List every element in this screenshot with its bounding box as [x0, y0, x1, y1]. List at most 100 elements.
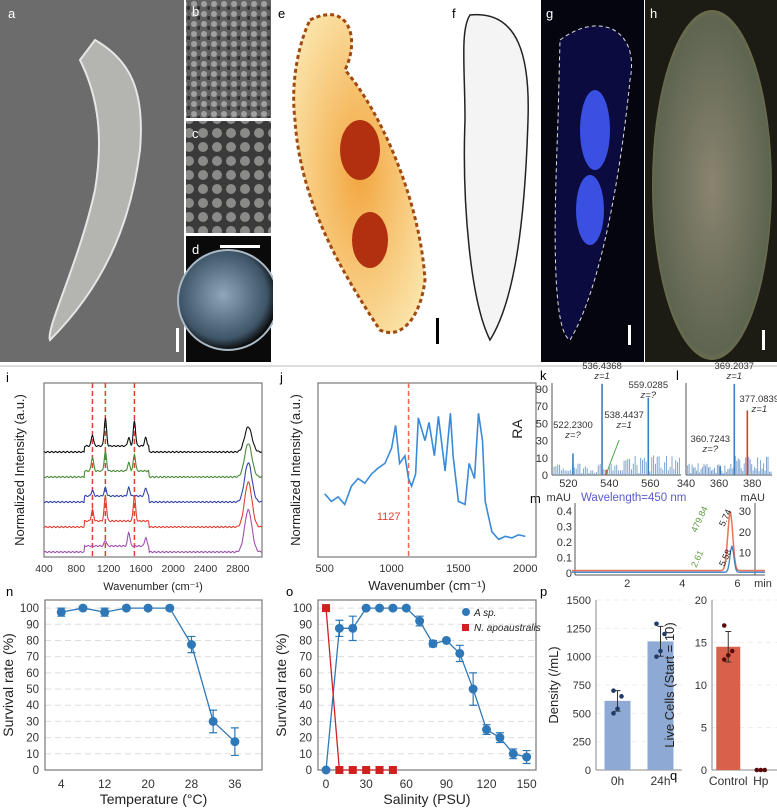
annotation-leader	[605, 439, 620, 475]
peak-mz-label: 360.7243	[690, 434, 730, 445]
data-point	[611, 688, 616, 693]
spectrum-line-black	[43, 417, 263, 454]
legend-label: A sp.	[473, 608, 496, 619]
x-tick-label: 2400	[194, 563, 218, 575]
data-point	[654, 654, 659, 659]
x-tick-label: 60	[400, 777, 414, 791]
y-tick-label: 40	[299, 700, 312, 712]
data-point	[428, 639, 438, 649]
nucleus-fluorescence	[576, 175, 604, 245]
panel-label-p: p	[540, 584, 547, 599]
y-tick-label: 0	[306, 765, 312, 777]
y-tick-label: 70	[26, 652, 39, 664]
spectrum-line-red	[43, 481, 263, 529]
y-tick-label: 20	[695, 595, 707, 607]
y-tick-label: 1000	[567, 652, 591, 664]
data-point	[335, 766, 344, 774]
y-tick-label-right: 20	[739, 527, 751, 539]
panel-label-e: e	[278, 6, 285, 21]
y-axis-label: Survival rate (%)	[273, 633, 289, 736]
data-point	[522, 752, 532, 762]
y-tick-label: 50	[299, 684, 312, 696]
y-tick-label: 250	[573, 737, 591, 749]
y-tick-label: 0.2	[557, 537, 572, 549]
x-tick-label: 12	[98, 777, 112, 791]
scale-bar	[436, 318, 439, 344]
scale-bar	[220, 245, 260, 248]
x-tick-label: 28	[185, 777, 199, 791]
x-tick-label: 2000	[162, 563, 186, 575]
y-tick-label: 30	[299, 716, 312, 728]
x-tick-label: 2000	[513, 563, 537, 575]
y-tick-label: 0.4	[557, 506, 572, 518]
panel-label-i: i	[6, 370, 9, 385]
x-tick-label: 30	[359, 777, 373, 791]
data-point	[388, 766, 397, 774]
y-tick-label: 5	[701, 723, 707, 735]
data-point	[654, 621, 659, 627]
x-tick-label: 4	[58, 777, 65, 791]
y-axis-label: Density (/mL)	[546, 646, 561, 723]
peak-charge-label: z=?	[564, 430, 581, 441]
macronucleus	[352, 212, 388, 268]
data-point	[611, 711, 616, 716]
y-tick-label: 80	[299, 635, 312, 647]
y-tick-label: 40	[26, 700, 39, 712]
data-point	[455, 648, 465, 658]
panel-label-n: n	[6, 584, 13, 599]
x-tick-label: Hp	[753, 774, 769, 788]
x-tick-label: 340	[677, 478, 695, 490]
y-tick-label-right: 10	[739, 547, 751, 559]
x-tick-label: 560	[641, 478, 659, 490]
x-tick-label: 1600	[129, 563, 153, 575]
x-tick-label: 380	[743, 478, 761, 490]
spectrum-line-green	[43, 443, 262, 479]
x-axis-label: Wavenumber (cm⁻¹)	[368, 578, 486, 593]
panel-label-b: b	[192, 4, 199, 19]
peak-charge-label: z=1	[615, 420, 632, 431]
peak-charge-label: z=?	[701, 444, 718, 455]
y-tick-label: 90	[299, 619, 312, 631]
y-tick-label: 30	[536, 436, 548, 448]
y-tick-label: 50	[536, 418, 548, 430]
y-tick-label: 30	[26, 716, 39, 728]
live-cell	[652, 10, 772, 360]
data-point	[334, 623, 344, 633]
series-line	[325, 607, 527, 771]
data-point	[615, 706, 620, 712]
panel-label-l: l	[676, 368, 679, 383]
peak-charge-label: z=1	[593, 371, 610, 382]
data-point	[758, 767, 764, 773]
data-point	[186, 640, 196, 650]
x-tick-label: 120	[476, 777, 496, 791]
data-point	[56, 607, 66, 617]
data-point	[321, 765, 331, 775]
data-point	[375, 603, 385, 613]
y-tick-label: 0.3	[557, 521, 572, 533]
y-tick-label: 20	[26, 733, 39, 745]
panel-label-j: j	[279, 370, 283, 385]
y-tick-label: 1500	[567, 595, 591, 607]
y-tick-label: 15	[695, 638, 707, 650]
peak-mz-label: 522.2300	[553, 420, 593, 431]
chromatogram-blue	[572, 545, 765, 573]
panel-label-h: h	[650, 6, 657, 21]
chromatogram-red	[572, 511, 765, 572]
x-tick-label: 1200	[97, 563, 121, 575]
cyst	[177, 249, 279, 351]
x-tick-label: 2800	[226, 563, 250, 575]
x-tick-label: 400	[35, 563, 53, 575]
data-point	[729, 648, 735, 654]
x-tick-label: 4	[679, 578, 685, 590]
peak-annotation: 2.61	[689, 549, 705, 569]
bar	[647, 641, 674, 770]
data-point	[348, 623, 358, 633]
y-tick-label: 0	[542, 470, 548, 482]
data-point	[762, 767, 768, 773]
y-tick-label: 70	[299, 652, 312, 664]
x-tick-label: 360	[710, 478, 728, 490]
x-tick-label: 6	[734, 578, 740, 590]
legend-marker	[462, 608, 470, 616]
data-point	[508, 749, 518, 759]
plot-frame	[43, 382, 263, 558]
